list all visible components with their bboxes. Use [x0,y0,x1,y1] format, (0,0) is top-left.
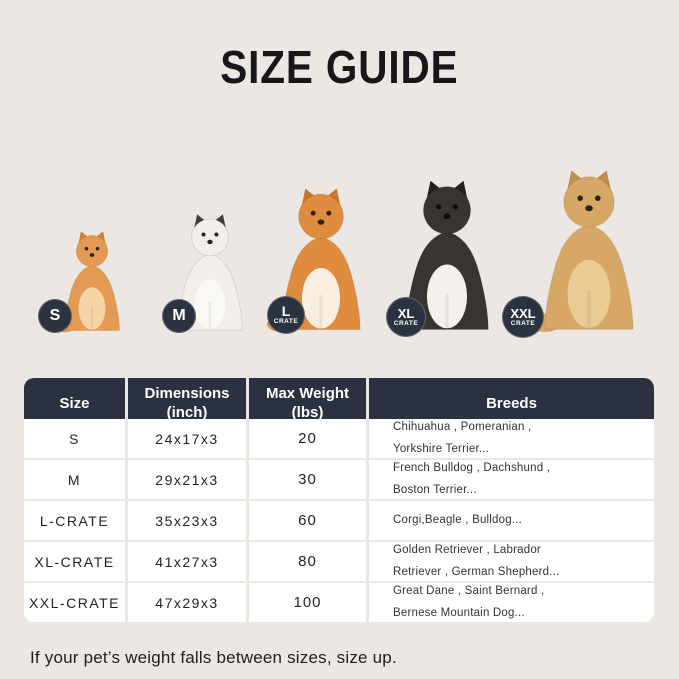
dimensions-cell: 41x27x3 [128,542,246,581]
max-weight-cell: 30 [249,460,366,499]
size-badge-s: S [38,299,72,333]
page-title: SIZE GUIDE [220,41,459,93]
dog-golden-retriever-illustration [526,152,652,333]
badge-sublabel: CRATE [510,319,536,327]
badge-label: L [281,303,291,320]
dog-pomeranian-illustration [44,229,140,333]
breeds-line: Retriever , German Shepherd... [393,565,560,578]
breeds-line: Bernese Mountain Dog... [393,606,525,619]
badge-label: S [49,307,61,324]
dimensions-cell: 35x23x3 [128,501,246,540]
dog-size-row: S M L CRATE XL CRATE XXL CRATE [0,150,679,338]
badge-sublabel: CRATE [273,318,299,326]
size-badge-xl-crate: XL CRATE [386,297,426,337]
header-subline: (lbs) [291,404,324,421]
size-up-footnote: If your pet’s weight falls between sizes… [30,648,397,667]
breeds-line: French Bulldog , Dachshund , [393,462,551,475]
breeds-cell: Golden Retriever , Labrador Retriever , … [369,542,654,581]
breeds-line: Golden Retriever , Labrador [393,544,541,557]
header: SIZE GUIDE [0,40,679,94]
badge-label: XL [397,305,415,321]
badge-label: M [172,307,186,324]
size-badge-m: M [162,299,196,333]
size-cell: XXL-CRATE [24,583,125,622]
header-line: Breeds [486,394,537,412]
breeds-cell: Corgi,Beagle , Bulldog... [369,501,654,540]
header-line: Dimensions [144,385,230,403]
breeds-line: Chihuahua , Pomeranian , [393,421,532,434]
size-guide-table: Size Dimensions (inch) Max Weight (lbs) … [24,378,654,622]
breeds-line: Corgi,Beagle , Bulldog... [393,513,523,526]
breeds-cell: Great Dane , Saint Bernard , Bernese Mou… [369,583,654,622]
badge-sublabel: CRATE [393,319,419,327]
breeds-cell: French Bulldog , Dachshund , Boston Terr… [369,460,654,499]
dimensions-cell: 47x29x3 [128,583,246,622]
size-badge-l-crate: L CRATE [267,296,305,334]
header-line: Max Weight [265,385,350,403]
badge-label: XXL [510,305,536,321]
dimensions-cell: 24x17x3 [128,419,246,458]
header-subline: (inch) [166,404,208,421]
max-weight-cell: 100 [249,583,366,622]
dog-icon [527,170,634,333]
size-cell: XL-CRATE [24,542,125,581]
max-weight-cell: 60 [249,501,366,540]
breeds-line: Yorkshire Terrier... [393,442,490,455]
size-badge-xxl-crate: XXL CRATE [502,296,544,338]
breeds-line: Boston Terrier... [393,483,477,496]
dimensions-cell: 29x21x3 [128,460,246,499]
breeds-cell: Chihuahua , Pomeranian , Yorkshire Terri… [369,419,654,458]
breeds-line: Great Dane , Saint Bernard , [393,585,545,598]
size-cell: L-CRATE [24,501,125,540]
dog-icon [53,231,120,333]
header-line: Size [59,394,90,412]
size-cell: M [24,460,125,499]
max-weight-cell: 20 [249,419,366,458]
max-weight-cell: 80 [249,542,366,581]
size-cell: S [24,419,125,458]
